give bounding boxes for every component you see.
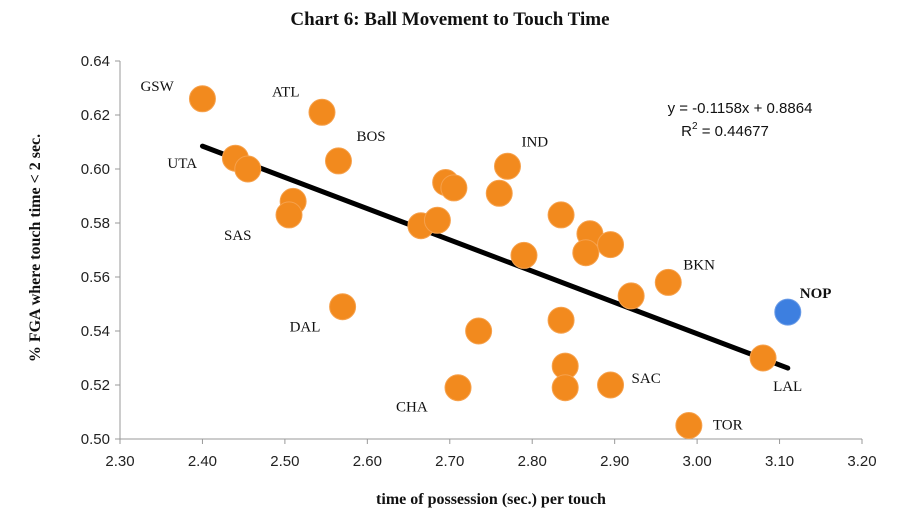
point-label-ind: IND [521,134,548,150]
y-tick-label: 0.60 [81,161,110,178]
data-point [551,374,579,402]
points-group [188,85,802,439]
x-tick-label: 2.50 [270,453,299,470]
data-point-bos [324,147,352,175]
point-label-lal: LAL [773,379,802,395]
data-point-lal [749,344,777,372]
data-point-dal [329,293,357,321]
x-tick-label: 3.10 [765,453,794,470]
r-squared-symbol: R [681,123,692,140]
trendline-group [199,143,791,371]
data-point-ind [493,152,521,180]
data-point-atl [308,98,336,126]
point-labels-group: GSW ATL BOS UTA SAS DAL CHA IND SAC BKN TOR LAL NOP [140,79,831,434]
point-label-tor: TOR [713,418,743,434]
point-label-sas: SAS [224,228,252,244]
point-label-bkn: BKN [683,257,715,273]
y-axis-title: % FGA where touch time < 2 sec. [27,134,44,362]
y-tick-label: 0.62 [81,107,110,124]
data-point-gsw [188,85,216,113]
data-point-cha [444,374,472,402]
point-label-dal: DAL [290,320,321,336]
point-label-nop: NOP [800,286,832,302]
point-label-uta: UTA [167,156,197,172]
y-tick-label: 0.58 [81,215,110,232]
data-point [597,231,625,259]
x-tick-label: 3.20 [847,453,876,470]
x-axis-title: time of possession (sec.) per touch [376,491,606,508]
x-tick-label: 2.30 [105,453,134,470]
r-squared-text: R2 = 0.44677 [681,121,769,140]
data-point-bkn [654,268,682,296]
data-point [510,241,538,269]
trendline-equation: y = -0.1158x + 0.8864 [668,100,813,117]
data-point [572,239,600,267]
y-tick-label: 0.52 [81,377,110,394]
point-label-sac: SAC [632,371,661,387]
data-point [485,179,513,207]
data-point-sac [597,371,625,399]
x-tick-label: 3.00 [683,453,712,470]
point-label-cha: CHA [396,400,428,416]
x-tick-label: 2.70 [435,453,464,470]
x-tick-label: 2.60 [353,453,382,470]
data-point [423,206,451,234]
data-point [547,201,575,229]
data-point [547,306,575,334]
y-tick-label: 0.56 [81,269,110,286]
chart-title: Chart 6: Ball Movement to Touch Time [290,9,609,30]
point-label-bos: BOS [356,129,385,145]
y-tick-label: 0.50 [81,431,110,448]
r-squared-value: = 0.44677 [698,123,769,140]
x-tick-label: 2.80 [518,453,547,470]
data-point [465,317,493,345]
point-label-gsw: GSW [140,79,174,95]
trendline [199,143,791,371]
y-tick-label: 0.54 [81,323,110,340]
data-point [440,174,468,202]
data-point-tor [675,412,703,439]
data-point [234,155,262,183]
axes: 0.50 0.52 0.54 0.56 0.58 0.60 0.62 0.64 2.30 2.40… [81,53,877,470]
x-tick-label: 2.90 [600,453,629,470]
data-point [617,282,645,310]
data-point-nop [774,298,802,326]
r-squared-superscript: 2 [692,121,698,132]
point-label-atl: ATL [272,84,300,100]
x-tick-label: 2.40 [188,453,217,470]
data-point-sas [275,201,303,229]
y-tick-label: 0.64 [81,53,110,70]
